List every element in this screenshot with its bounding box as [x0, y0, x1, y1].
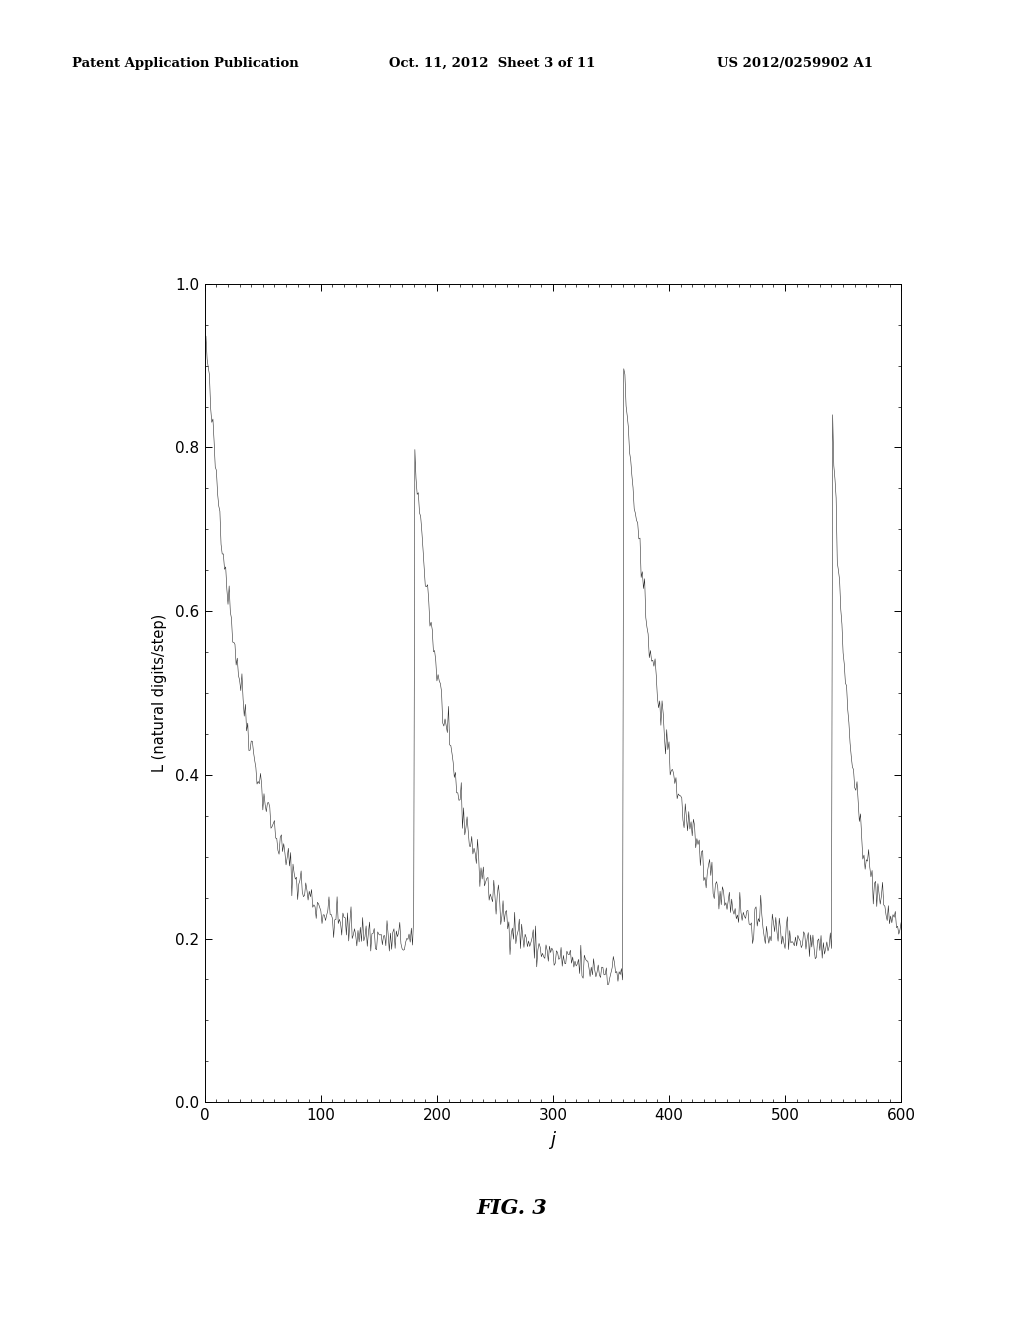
Y-axis label: L (natural digits/step): L (natural digits/step) — [152, 614, 167, 772]
Text: US 2012/0259902 A1: US 2012/0259902 A1 — [717, 57, 872, 70]
X-axis label: j: j — [551, 1131, 555, 1150]
Text: Patent Application Publication: Patent Application Publication — [72, 57, 298, 70]
Text: FIG. 3: FIG. 3 — [476, 1197, 548, 1218]
Text: Oct. 11, 2012  Sheet 3 of 11: Oct. 11, 2012 Sheet 3 of 11 — [389, 57, 596, 70]
